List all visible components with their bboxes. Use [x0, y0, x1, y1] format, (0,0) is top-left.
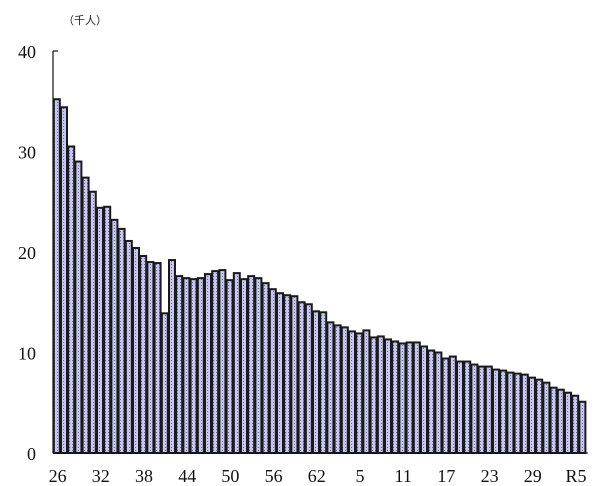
- bar-R2: [549, 386, 558, 454]
- bar-38: [139, 255, 148, 454]
- bar-4: [348, 330, 356, 454]
- bar-9: [384, 338, 392, 454]
- bar-37: [132, 246, 140, 454]
- bar-41: [160, 312, 169, 454]
- bar-44: [182, 277, 191, 454]
- y-tick-label: 10: [18, 344, 36, 364]
- x-tick-label: 62: [308, 466, 326, 486]
- x-tick-label: 23: [481, 466, 499, 486]
- bar-35: [117, 227, 126, 454]
- bar-27: [513, 372, 522, 455]
- bar-36: [124, 239, 133, 454]
- bar-R3: [556, 388, 565, 454]
- bar-5: [355, 332, 364, 454]
- bar-59: [290, 295, 299, 454]
- bar-31: [88, 190, 97, 454]
- x-axis: 26 32 38 44 50 56 62 5 11 17 23 29 R5: [49, 452, 588, 486]
- x-tick-label: 50: [221, 466, 239, 486]
- bar-46: [196, 277, 205, 454]
- bar-60: [297, 301, 306, 454]
- bar-3: [340, 326, 349, 454]
- bar-63: [319, 311, 328, 454]
- bar-56: [268, 288, 277, 454]
- x-tick-label: 32: [92, 466, 110, 486]
- bar-R5: [571, 394, 580, 454]
- bar-undefined: [578, 400, 587, 454]
- bar-2: [333, 324, 342, 454]
- bar-62: [312, 310, 320, 455]
- bar-27: [60, 106, 68, 454]
- y-tick-label: 40: [18, 42, 36, 62]
- bar-7: [369, 336, 378, 454]
- bar-13: [412, 341, 421, 455]
- y-axis: 0 10 20 30 40: [18, 42, 58, 464]
- bar-43: [175, 275, 184, 454]
- bar-50: [225, 279, 234, 455]
- bar-6: [362, 329, 371, 455]
- bar-55: [261, 282, 270, 454]
- bar-R4: [564, 391, 572, 455]
- bar-28: [520, 373, 529, 454]
- bar-25: [499, 369, 508, 454]
- bar-49: [218, 269, 227, 454]
- x-tick-label: 38: [135, 466, 153, 486]
- bar-61: [304, 303, 313, 455]
- x-tick-label: 11: [395, 466, 412, 486]
- bar-26: [52, 98, 61, 455]
- bar-54: [254, 277, 263, 454]
- bar-30: [81, 176, 90, 454]
- unit-label: （千人）: [63, 14, 107, 27]
- y-tick-label: 20: [18, 243, 36, 263]
- bar-53: [247, 275, 256, 454]
- bar-28: [67, 145, 76, 454]
- bar-29: [528, 376, 536, 454]
- x-tick-label: R5: [565, 466, 586, 486]
- bar-33: [103, 205, 112, 454]
- bar-26: [506, 371, 515, 455]
- bar-16: [434, 351, 443, 454]
- bar-15: [427, 349, 436, 454]
- x-tick-label: 26: [49, 466, 67, 486]
- bar-51: [232, 272, 241, 455]
- bar-R1: [542, 381, 551, 454]
- y-tick-label: 30: [18, 143, 36, 163]
- bar-30: [535, 378, 544, 455]
- bar-23: [484, 365, 493, 455]
- bar-21: [470, 363, 479, 454]
- bar-10: [391, 340, 400, 455]
- bar-14: [420, 345, 428, 454]
- bar-22: [477, 365, 486, 455]
- bar-18: [448, 355, 457, 454]
- bar-24: [492, 368, 500, 454]
- x-tick-label: 44: [178, 466, 196, 486]
- bar-1: [326, 321, 335, 454]
- bar-32: [96, 206, 104, 454]
- bar-11: [398, 342, 407, 454]
- bar-17: [441, 357, 450, 454]
- bar-42: [168, 259, 176, 455]
- bars-group: [52, 98, 587, 455]
- bar-39: [146, 261, 155, 454]
- bar-52: [240, 278, 248, 455]
- x-tick-label: 5: [356, 466, 365, 486]
- x-tick-label: 56: [265, 466, 283, 486]
- bar-45: [189, 278, 198, 455]
- x-tick-label: 17: [437, 466, 455, 486]
- bar-57: [276, 292, 284, 454]
- bar-40: [153, 262, 162, 454]
- bar-19: [456, 360, 464, 455]
- bar-20: [463, 360, 472, 455]
- bar-34: [110, 218, 119, 454]
- bar-47: [204, 273, 212, 454]
- bar-48: [211, 270, 220, 454]
- bar-29: [74, 160, 83, 455]
- y-tick-label: 0: [27, 444, 36, 464]
- bar-8: [376, 335, 385, 455]
- bar-12: [405, 341, 414, 455]
- bar-58: [283, 294, 292, 454]
- x-tick-label: 29: [524, 466, 542, 486]
